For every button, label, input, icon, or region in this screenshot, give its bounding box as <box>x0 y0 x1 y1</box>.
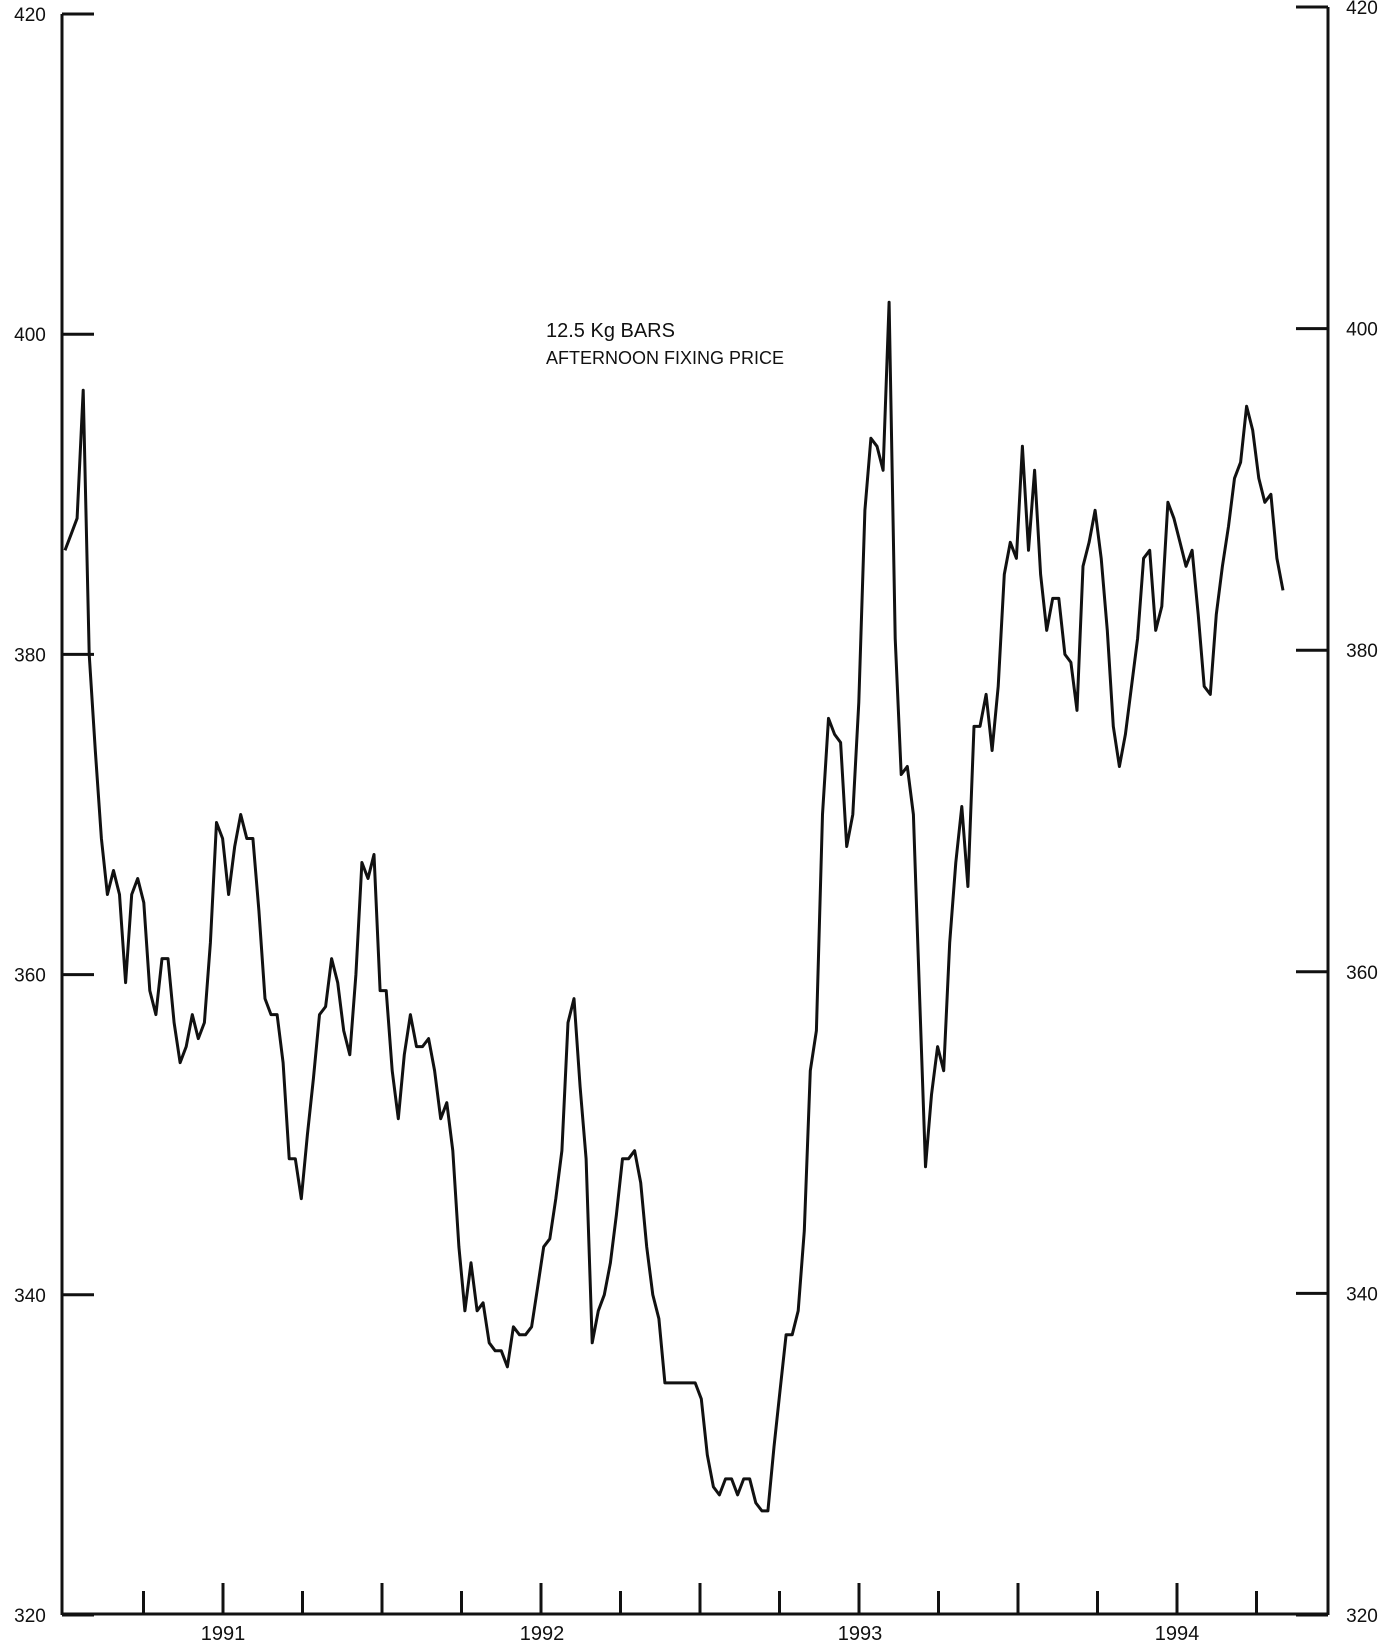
right-y-tick-label: 420 <box>1346 0 1378 19</box>
right-y-tick-label: 320 <box>1346 1606 1378 1627</box>
left-y-tick-label: 360 <box>14 966 46 987</box>
right-y-tick-label: 340 <box>1346 1284 1378 1305</box>
left-y-tick-label: 400 <box>14 325 46 346</box>
left-y-tick-label: 320 <box>14 1606 46 1627</box>
chart-title: 12.5 Kg BARS <box>546 320 675 342</box>
series-group <box>63 300 1285 1513</box>
right-y-tick-label: 380 <box>1346 641 1378 662</box>
x-tick-label: 1991 <box>201 1623 246 1645</box>
right-y-axis-labels: 320 340 360 380 400 420 <box>1346 0 1378 1627</box>
x-tick-label: 1993 <box>838 1623 883 1645</box>
left-y-axis-ticks <box>62 12 94 1617</box>
x-axis-ticks <box>142 1583 1258 1614</box>
x-tick-label: 1992 <box>520 1623 565 1645</box>
chart-subtitle: AFTERNOON FIXING PRICE <box>546 348 784 368</box>
x-tick-label: 1994 <box>1155 1623 1200 1645</box>
left-y-tick-label: 380 <box>14 645 46 666</box>
series-line <box>63 300 1285 1513</box>
left-y-axis-labels: 320 340 360 380 400 420 <box>14 5 46 1627</box>
right-y-tick-label: 360 <box>1346 963 1378 984</box>
right-y-axis-ticks <box>1296 5 1328 1617</box>
left-y-tick-label: 420 <box>14 5 46 26</box>
left-y-tick-label: 340 <box>14 1286 46 1307</box>
right-y-tick-label: 400 <box>1346 320 1378 341</box>
x-axis-labels: 1991 1992 1993 1994 <box>201 1623 1200 1645</box>
